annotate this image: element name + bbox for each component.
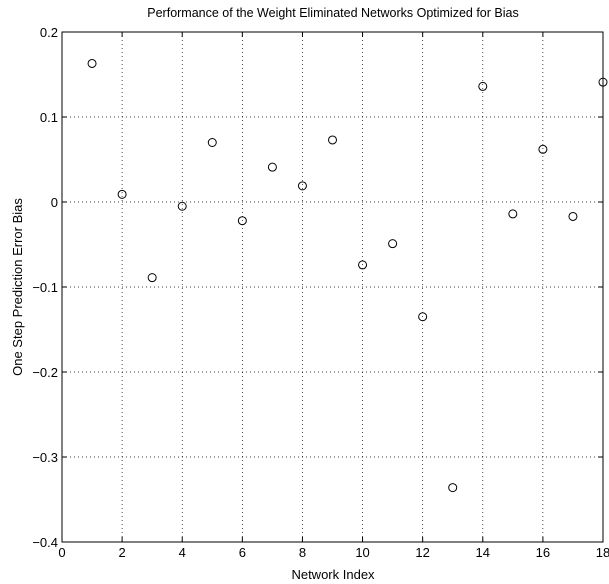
x-tick-label: 18 bbox=[596, 545, 609, 560]
data-point bbox=[328, 135, 337, 145]
y-tick-label: 0 bbox=[51, 195, 58, 210]
data-point bbox=[568, 211, 578, 221]
data-point bbox=[538, 144, 548, 154]
x-tick-label: 16 bbox=[536, 545, 550, 560]
axis-ticks: 0 2 4 6 8 10 12 14 16 18 0.2 0.1 0 −0.1 −0.2 −0.3 −0.4 bbox=[32, 25, 609, 560]
x-axis-label: Network Index bbox=[291, 567, 375, 582]
chart-title: Performance of the Weight Eliminated Net… bbox=[147, 6, 518, 20]
y-axis-label: One Step Prediction Error Bias bbox=[10, 198, 25, 376]
y-tick-label: 0.1 bbox=[40, 110, 58, 125]
data-point bbox=[478, 81, 488, 91]
data-point bbox=[117, 189, 127, 199]
y-tick-label: 0.2 bbox=[40, 25, 58, 40]
x-tick-label: 2 bbox=[118, 545, 125, 560]
x-tick-label: 12 bbox=[415, 545, 429, 560]
x-tick-label: 10 bbox=[355, 545, 369, 560]
y-tick-label: −0.1 bbox=[32, 280, 58, 295]
data-point bbox=[388, 239, 398, 249]
data-point bbox=[508, 209, 518, 219]
data-point bbox=[87, 58, 97, 68]
x-tick-label: 0 bbox=[58, 545, 65, 560]
data-point bbox=[237, 216, 247, 226]
plot-frame bbox=[61, 31, 604, 543]
data-point bbox=[448, 483, 458, 493]
data-point bbox=[297, 181, 307, 191]
y-tick-label: −0.4 bbox=[32, 535, 58, 550]
y-tick-label: −0.3 bbox=[32, 450, 58, 465]
x-tick-label: 14 bbox=[476, 545, 490, 560]
grid bbox=[62, 32, 603, 542]
data-point bbox=[207, 138, 217, 147]
data-point bbox=[147, 273, 157, 283]
data-point bbox=[267, 162, 277, 172]
data-point bbox=[177, 201, 187, 211]
data-points bbox=[87, 58, 608, 493]
x-tick-label: 8 bbox=[299, 545, 306, 560]
data-point bbox=[418, 312, 428, 322]
data-point bbox=[598, 77, 608, 87]
data-point bbox=[358, 260, 368, 270]
x-tick-label: 6 bbox=[239, 545, 246, 560]
x-tick-label: 4 bbox=[179, 545, 186, 560]
y-tick-label: −0.2 bbox=[32, 365, 58, 380]
